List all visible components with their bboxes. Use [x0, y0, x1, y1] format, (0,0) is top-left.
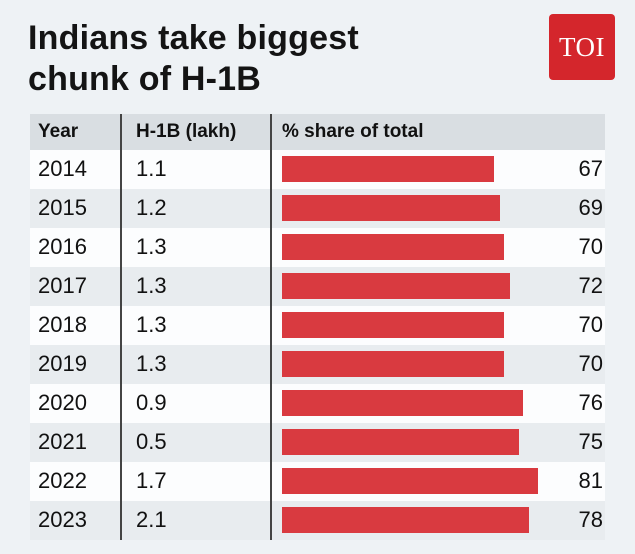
table-row: 2014 1.1 67	[30, 149, 605, 189]
share-value-label: 75	[578, 429, 603, 455]
table-row: 2018 1.3 70	[30, 305, 605, 345]
year-cell: 2023	[30, 500, 122, 540]
h1b-lakh-cell: 0.5	[122, 422, 272, 462]
share-value-label: 70	[578, 312, 603, 338]
year-cell: 2022	[30, 461, 122, 501]
header: Indians take biggest chunk of H-1B TOI	[0, 0, 635, 108]
h1b-lakh-cell: 0.9	[122, 383, 272, 423]
year-cell: 2019	[30, 344, 122, 384]
bar-track	[272, 423, 555, 462]
column-header-h1b-lakh: H-1B (lakh)	[122, 113, 272, 150]
bar-track	[272, 384, 555, 423]
share-value-label: 81	[578, 468, 603, 494]
h1b-lakh-cell: 1.3	[122, 266, 272, 306]
bar-track	[272, 150, 555, 189]
table-row: 2017 1.3 72	[30, 266, 605, 306]
h1b-lakh-cell: 1.2	[122, 188, 272, 228]
column-header-year: Year	[30, 113, 122, 150]
bar-track	[272, 228, 555, 267]
table-body: 2014 1.1 67 2015 1.2 69 2016 1.3 70 2017 1.3 72 2018…	[30, 149, 605, 540]
share-bar	[282, 156, 495, 183]
year-cell: 2017	[30, 266, 122, 306]
h1b-lakh-cell: 1.3	[122, 344, 272, 384]
share-bar	[282, 351, 504, 378]
table-row: 2016 1.3 70	[30, 227, 605, 267]
column-header-spacer	[555, 114, 605, 150]
share-value-label: 76	[578, 390, 603, 416]
share-value-label: 78	[578, 507, 603, 533]
share-bar	[282, 429, 520, 456]
share-value-label: 69	[578, 195, 603, 221]
bar-track	[272, 189, 555, 228]
bar-track	[272, 345, 555, 384]
bar-track	[272, 501, 555, 540]
share-bar	[282, 507, 529, 534]
year-cell: 2016	[30, 227, 122, 267]
table-row: 2021 0.5 75	[30, 422, 605, 462]
year-cell: 2020	[30, 383, 122, 423]
table-row: 2015 1.2 69	[30, 188, 605, 228]
share-bar	[282, 195, 501, 222]
year-cell: 2015	[30, 188, 122, 228]
table-row: 2023 2.1 78	[30, 500, 605, 540]
data-table: Year H-1B (lakh) % share of total 2014 1.…	[30, 113, 605, 540]
toi-logo: TOI	[549, 14, 615, 80]
h1b-lakh-cell: 1.1	[122, 149, 272, 189]
h1b-lakh-cell: 1.7	[122, 461, 272, 501]
share-bar	[282, 273, 510, 300]
bar-track	[272, 462, 555, 501]
table-row: 2019 1.3 70	[30, 344, 605, 384]
share-value-label: 70	[578, 351, 603, 377]
title-line-1: Indians take biggest	[28, 19, 359, 57]
share-bar	[282, 312, 504, 339]
year-cell: 2021	[30, 422, 122, 462]
year-cell: 2018	[30, 305, 122, 345]
share-bar	[282, 390, 523, 417]
table-header-row: Year H-1B (lakh) % share of total	[30, 113, 605, 150]
share-value-label: 70	[578, 234, 603, 260]
table-row: 2020 0.9 76	[30, 383, 605, 423]
bar-track	[272, 267, 555, 306]
title-line-2: chunk of H-1B	[28, 59, 262, 98]
h1b-lakh-cell: 1.3	[122, 227, 272, 267]
table-row: 2022 1.7 81	[30, 461, 605, 501]
share-bar	[282, 468, 539, 495]
share-bar	[282, 234, 504, 261]
column-header-share: % share of total	[282, 120, 424, 142]
page-title: Indians take biggest chunk of H-1B	[28, 18, 359, 100]
bar-track	[272, 306, 555, 345]
share-value-label: 72	[578, 273, 603, 299]
h1b-lakh-cell: 2.1	[122, 500, 272, 540]
year-cell: 2014	[30, 149, 122, 189]
h1b-lakh-cell: 1.3	[122, 305, 272, 345]
share-value-label: 67	[578, 156, 603, 182]
